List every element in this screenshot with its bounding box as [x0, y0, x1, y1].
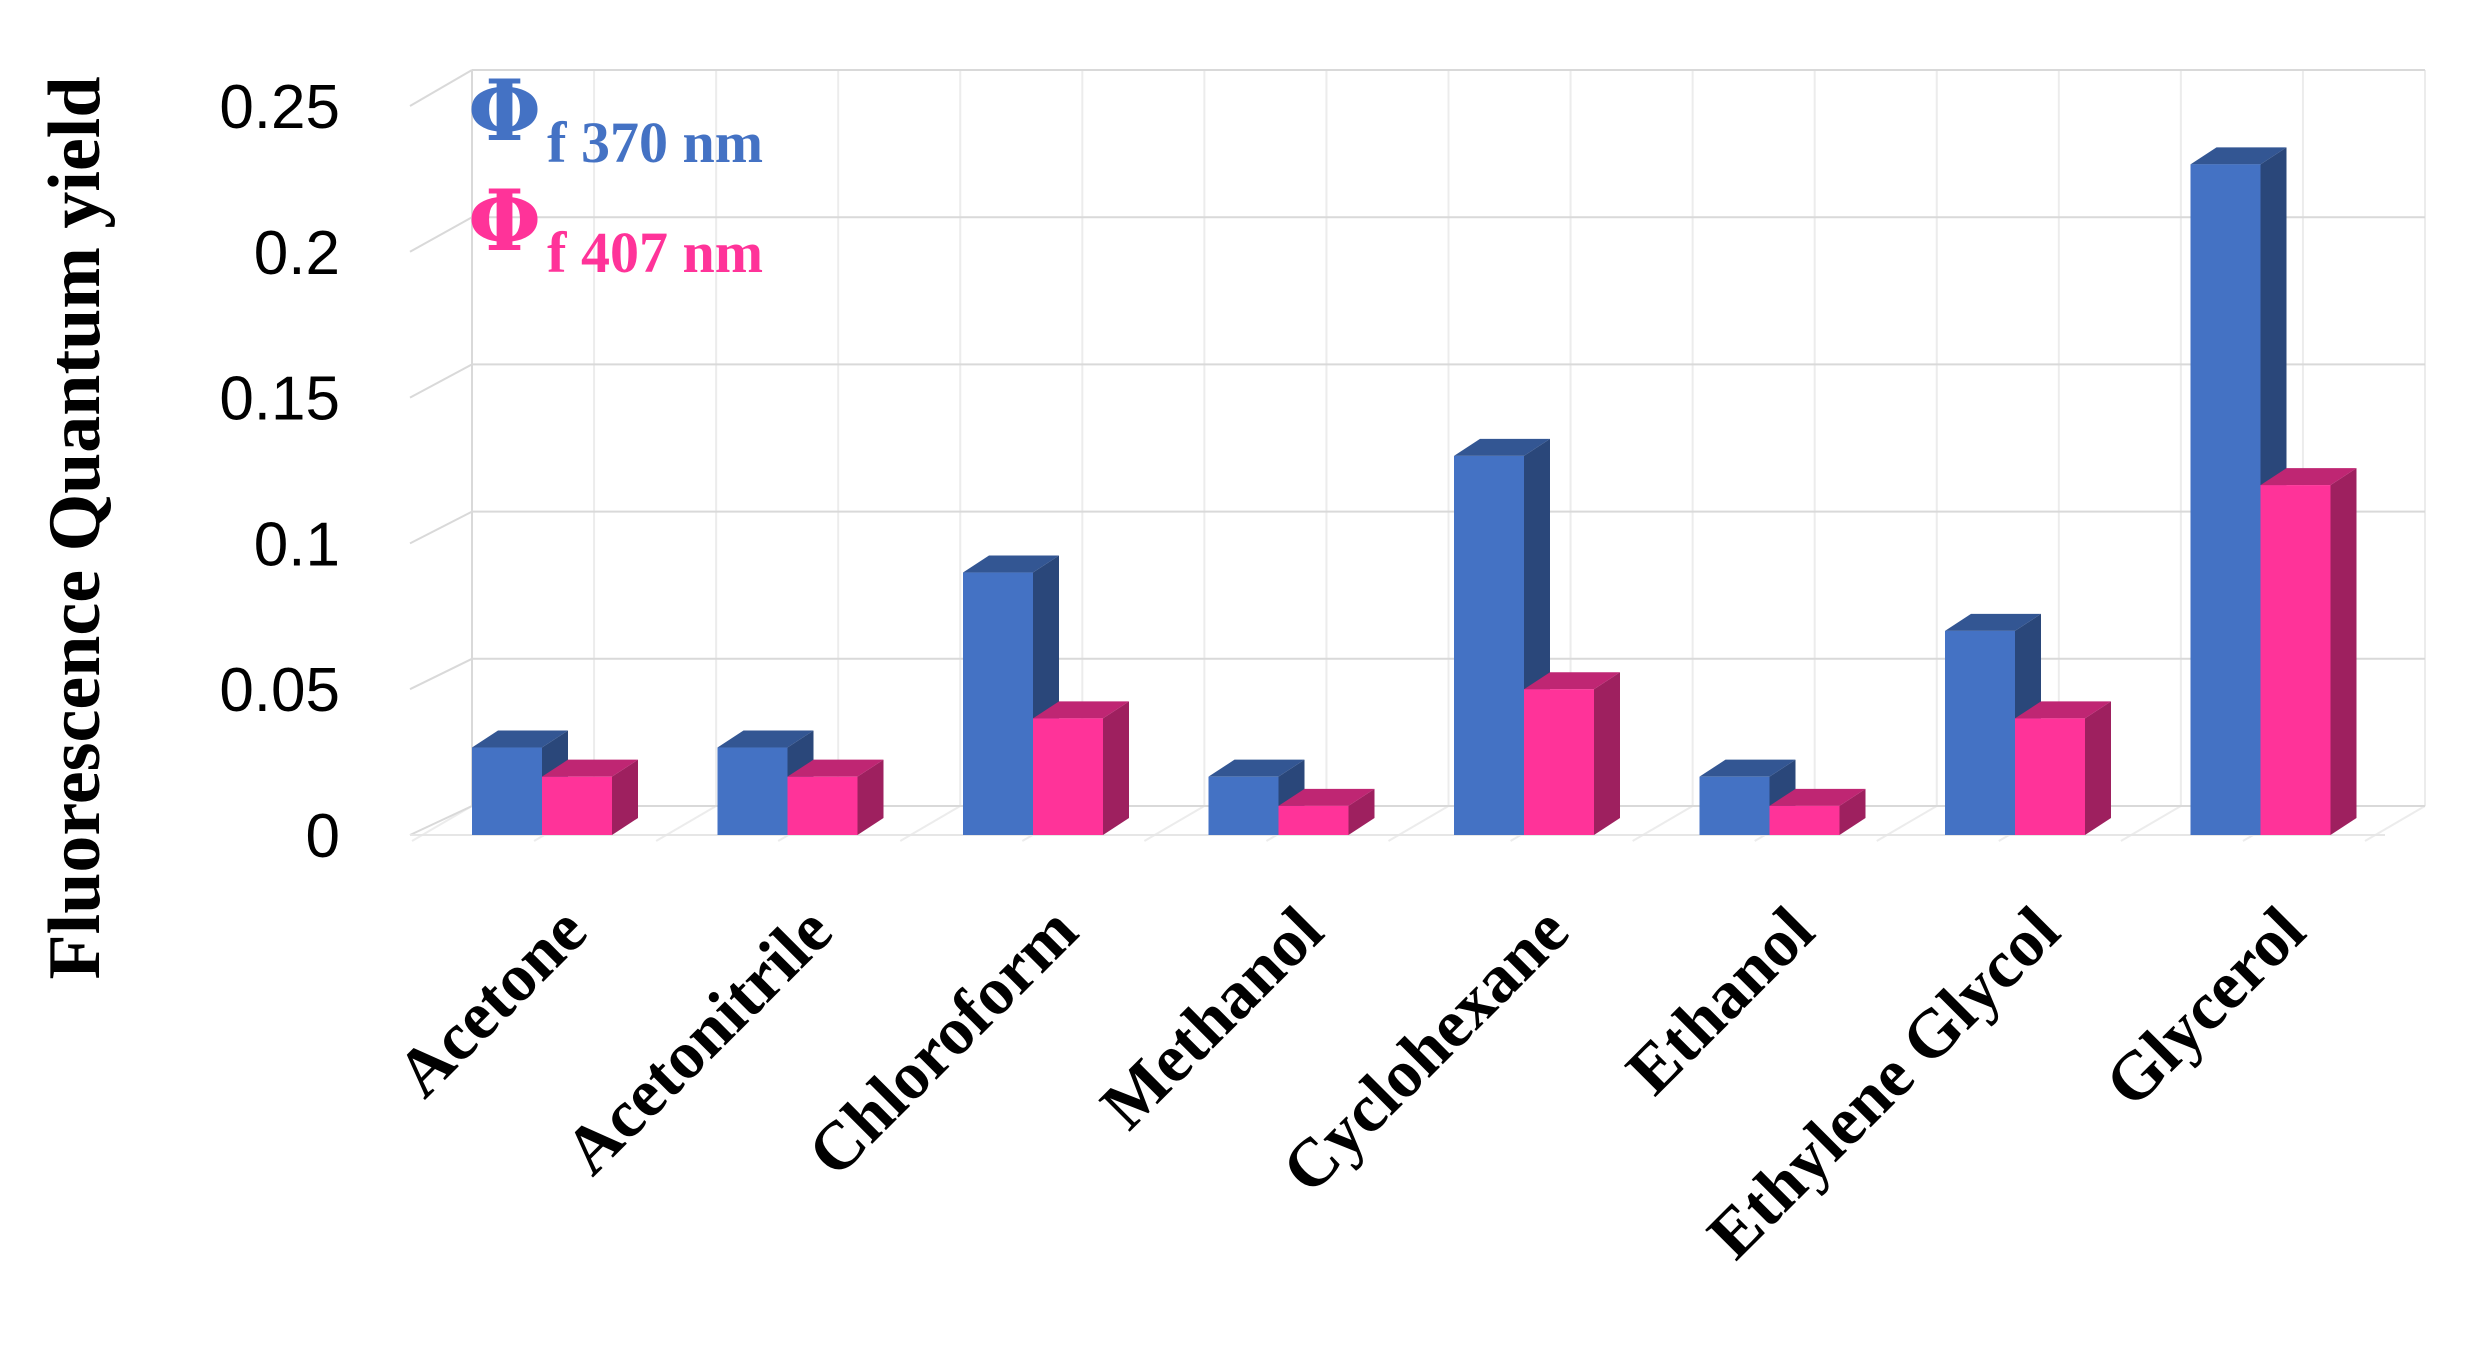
bar-front	[963, 572, 1033, 835]
bar-2-cyclohexane	[1524, 672, 1620, 835]
legend-subscript: f 407 nm	[547, 220, 763, 285]
grid	[409, 69, 2426, 842]
bar-top	[1208, 759, 1305, 777]
bars	[472, 147, 2357, 835]
bar-top	[2260, 468, 2357, 486]
y-tick-label: 0.05	[219, 656, 340, 725]
bar-side	[1594, 672, 1620, 835]
bar-2-chloroform	[1033, 701, 1129, 835]
legend-symbol: Φ	[468, 171, 541, 270]
bar-side	[612, 759, 638, 835]
bar-side	[2085, 701, 2111, 835]
y-tick-label: 0.2	[254, 219, 340, 288]
bar-side	[857, 759, 884, 835]
bar-top	[1033, 701, 1129, 719]
bar-front	[2190, 164, 2261, 835]
bar-top	[1524, 672, 1620, 690]
bar-2-acetone	[542, 759, 638, 835]
bar-top	[2190, 147, 2287, 165]
bar-side	[1839, 788, 1866, 835]
bar-2-ethylene-glycol	[2015, 701, 2111, 835]
bar-top	[963, 555, 1059, 573]
y-axis: 0 0.05 0.1 0.15 0.2 0.25	[219, 73, 340, 871]
x-tick-label: Ethanol	[1611, 892, 1828, 1109]
bar-2-glycerol	[2260, 468, 2357, 835]
x-tick-label: Acetone	[381, 892, 600, 1111]
bar-top	[542, 759, 638, 777]
grid-line-side	[409, 363, 473, 399]
x-tick-label: Methanol	[1086, 892, 1337, 1143]
bar-front	[1278, 805, 1349, 835]
bar-front	[1945, 630, 2015, 835]
x-axis: AcetoneAcetonitrileChloroformMethanolCyc…	[381, 892, 2319, 1273]
bar-front	[1699, 776, 1770, 835]
grid-line-side	[409, 216, 473, 253]
bar-front	[1033, 718, 1103, 835]
bar-front	[787, 776, 858, 835]
bar-2-ethanol	[1769, 788, 1866, 835]
bar-front	[1208, 776, 1279, 835]
bar-front	[1454, 455, 1524, 835]
legend-subscript: f 370 nm	[547, 110, 763, 175]
bar-top	[1699, 759, 1796, 777]
bar-top	[1454, 438, 1550, 456]
x-tick-label: Chloroform	[793, 892, 1092, 1191]
bar-2-acetonitrile	[787, 759, 884, 835]
grid-line-side	[409, 657, 473, 691]
bar-top	[1945, 613, 2041, 631]
bar-front	[542, 776, 612, 835]
y-tick-label: 0.25	[219, 73, 340, 142]
bar-top	[2015, 701, 2111, 719]
bar-top	[787, 759, 884, 777]
bar-front	[2260, 485, 2331, 835]
bar-side	[1348, 788, 1375, 835]
x-tick-label: Glycerol	[2090, 892, 2319, 1121]
bar-1-ethylene-glycol	[1945, 613, 2041, 835]
bar-top	[1278, 788, 1375, 806]
bar-top	[472, 730, 568, 748]
bar-2-methanol	[1278, 788, 1375, 835]
y-axis-title: Fluorescence Quantum yield	[34, 76, 116, 979]
grid-line-side	[409, 510, 473, 545]
bar-front	[717, 747, 788, 835]
y-tick-label: 0.15	[219, 365, 340, 434]
y-tick-label: 0.1	[254, 510, 340, 579]
bar-front	[1769, 805, 1840, 835]
bar-1-acetone	[472, 730, 568, 835]
legend-symbol: Φ	[468, 61, 541, 160]
bar-front	[1524, 689, 1594, 835]
bar-top	[1769, 788, 1866, 806]
bar-front	[472, 747, 542, 835]
y-tick-label: 0	[306, 802, 340, 871]
bar-side	[1103, 701, 1129, 835]
grid-line-side	[409, 805, 473, 836]
bar-top	[717, 730, 814, 748]
grid-line-side	[409, 69, 473, 107]
bar-side	[2330, 468, 2357, 835]
bar-front	[2015, 718, 2085, 835]
